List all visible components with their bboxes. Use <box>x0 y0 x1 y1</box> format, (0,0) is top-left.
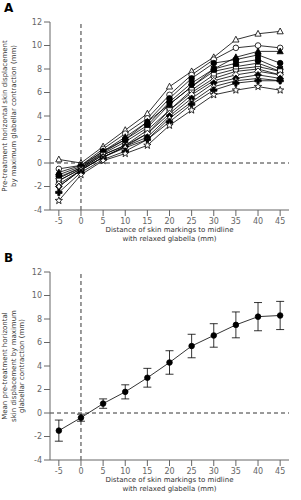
svg-text:-4: -4 <box>34 206 42 215</box>
svg-text:6: 6 <box>37 338 42 347</box>
svg-text:25: 25 <box>187 217 197 226</box>
svg-text:0: 0 <box>78 467 83 476</box>
svg-text:12: 12 <box>32 18 42 27</box>
svg-text:-2: -2 <box>34 432 42 441</box>
svg-text:Mean pre-treatment horizontals: Mean pre-treatment horizontalskin displa… <box>8 310 26 422</box>
svg-text:5: 5 <box>101 467 106 476</box>
svg-text:12: 12 <box>32 268 42 277</box>
svg-text:10: 10 <box>32 291 42 300</box>
svg-text:4: 4 <box>37 112 42 121</box>
svg-text:30: 30 <box>209 217 219 226</box>
svg-text:-5: -5 <box>55 467 63 476</box>
svg-text:25: 25 <box>187 467 197 476</box>
svg-text:10: 10 <box>120 217 130 226</box>
svg-text:40: 40 <box>253 217 263 226</box>
svg-text:40: 40 <box>253 467 263 476</box>
svg-text:6: 6 <box>37 88 42 97</box>
svg-text:4: 4 <box>37 362 42 371</box>
svg-text:45: 45 <box>275 467 285 476</box>
svg-text:20: 20 <box>164 467 174 476</box>
svg-text:0: 0 <box>37 409 42 418</box>
svg-text:8: 8 <box>37 315 42 324</box>
svg-text:-2: -2 <box>34 182 42 191</box>
svg-text:8: 8 <box>37 65 42 74</box>
svg-text:2: 2 <box>37 135 42 144</box>
svg-text:-5: -5 <box>55 217 63 226</box>
svg-text:0: 0 <box>37 159 42 168</box>
svg-text:45: 45 <box>275 217 285 226</box>
svg-text:Distance of skin markings to m: Distance of skin markings to midlinewith… <box>106 476 234 493</box>
svg-text:10: 10 <box>120 467 130 476</box>
svg-text:-4: -4 <box>34 456 42 465</box>
svg-text:15: 15 <box>142 467 152 476</box>
svg-text:35: 35 <box>231 217 241 226</box>
svg-text:Pre-treatment horizontal skin: Pre-treatment horizontal skin displaceme… <box>8 40 18 192</box>
svg-text:10: 10 <box>32 41 42 50</box>
svg-text:Distance of skin markings to m: Distance of skin markings to midlinewith… <box>106 226 234 243</box>
svg-text:2: 2 <box>37 385 42 394</box>
html-text:A: A <box>4 1 14 15</box>
svg-text:20: 20 <box>164 217 174 226</box>
svg-text:15: 15 <box>142 217 152 226</box>
html-text:B: B <box>4 251 14 265</box>
svg-text:0: 0 <box>78 217 83 226</box>
svg-text:30: 30 <box>209 467 219 476</box>
svg-text:35: 35 <box>231 467 241 476</box>
svg-text:5: 5 <box>101 217 106 226</box>
